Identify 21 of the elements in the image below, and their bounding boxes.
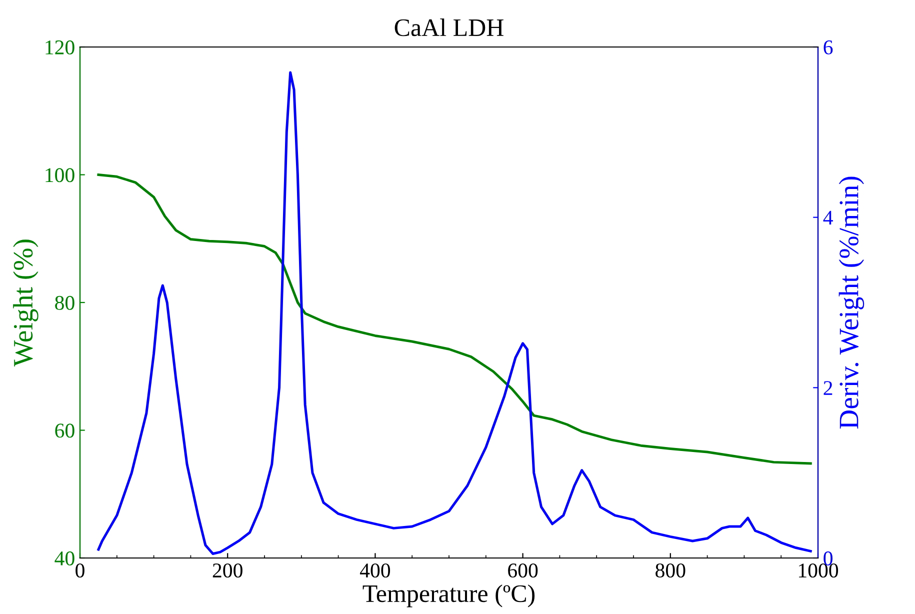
y2-tick-label: 0 [824, 551, 832, 566]
x-tick-label: 200 [212, 563, 242, 578]
y-axis-title: Weight (%) [13, 240, 38, 367]
y-tick-label: 80 [55, 296, 74, 310]
y-tick-label: 100 [46, 168, 74, 182]
y-tick-label: 120 [46, 40, 74, 54]
y-tick-label: 60 [55, 424, 74, 438]
x-tick-label: 800 [656, 563, 686, 578]
x-axis-title: Temperature (ºC) [362, 584, 535, 608]
line-series [97, 71, 812, 555]
x-tick-label: 0 [76, 563, 84, 578]
x-tick-label: 600 [508, 563, 538, 578]
line-series [97, 174, 812, 465]
y2-tick-label: 2 [824, 381, 832, 395]
chart-title: CaAl LDH [394, 18, 504, 36]
x-tick-label: 1000 [799, 563, 838, 578]
y2-tick-label: 4 [823, 210, 833, 225]
y2-axis-title: Deriv. Weight (%/min) [838, 176, 864, 429]
y2-tick-label: 6 [824, 40, 833, 54]
y-tick-label: 40 [54, 551, 74, 566]
x-tick-label: 400 [360, 563, 390, 578]
